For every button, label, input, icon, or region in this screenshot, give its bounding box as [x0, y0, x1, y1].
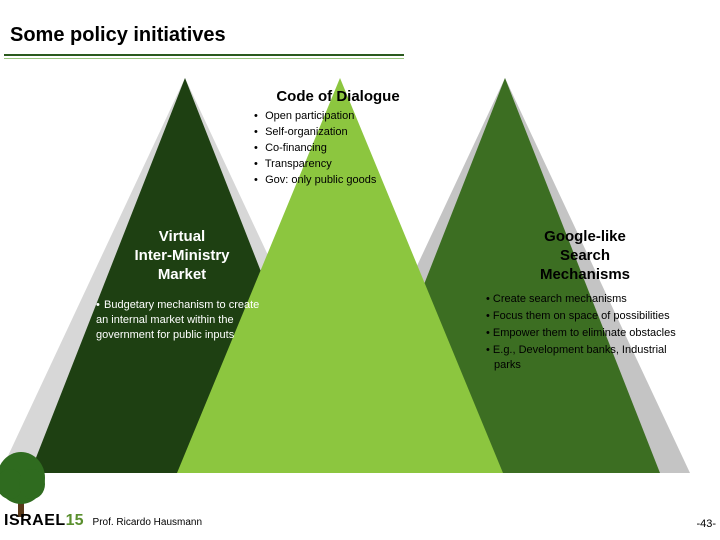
code-item: Gov: only public goods — [265, 174, 376, 186]
title-underline-light — [4, 58, 404, 59]
left-bullet: •Budgetary mechanism to create an intern… — [92, 298, 272, 343]
code-item: Open participation — [265, 110, 354, 122]
left-heading: Virtual Inter-Ministry Market — [92, 228, 272, 284]
right-item: Empower them to eliminate obstacles — [493, 327, 676, 339]
code-bullets: • Open participation • Self-organization… — [232, 109, 444, 189]
tree-icon — [0, 440, 52, 520]
right-item: Create search mechanisms — [493, 293, 627, 305]
right-heading: Google-like Search Mechanisms — [486, 228, 684, 284]
brand-text: ISRAEL — [4, 512, 66, 529]
title-underline-dark — [4, 54, 404, 56]
code-of-dialogue-block: Code of Dialogue • Open participation • … — [232, 88, 444, 189]
code-heading: Code of Dialogue — [232, 88, 444, 105]
footer-left: ISRAEL15 Prof. Ricardo Hausmann — [4, 512, 202, 530]
code-item: Transparency — [265, 158, 332, 170]
brand-number: 15 — [66, 512, 84, 529]
right-item: Focus them on space of possibilities — [493, 310, 670, 322]
professor-name: Prof. Ricardo Hausmann — [93, 517, 203, 528]
virtual-market-block: Virtual Inter-Ministry Market •Budgetary… — [92, 228, 272, 343]
code-item: Self-organization — [265, 126, 348, 138]
page-number: -43- — [696, 518, 716, 530]
slide-title: Some policy initiatives — [10, 24, 226, 47]
right-bullets: • Create search mechanisms • Focus them … — [486, 292, 684, 372]
code-item: Co-financing — [265, 142, 327, 154]
search-mechanisms-block: Google-like Search Mechanisms • Create s… — [486, 228, 684, 374]
right-item: E.g., Development banks, Industrial park… — [493, 344, 667, 371]
